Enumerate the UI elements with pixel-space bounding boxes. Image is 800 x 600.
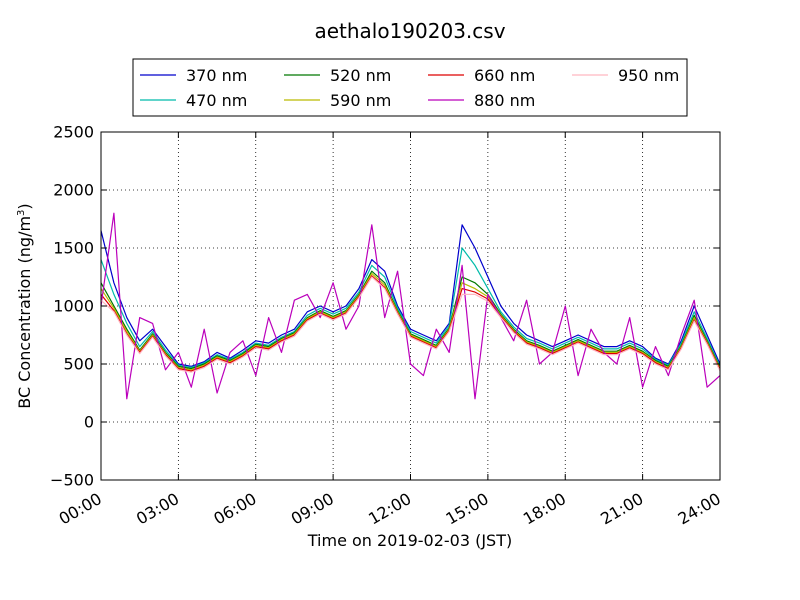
legend-label: 660 nm [474,66,535,85]
x-tick-label: 21:00 [597,489,646,529]
legend-label: 370 nm [186,66,247,85]
y-tick-label: 2500 [53,123,94,142]
x-tick-label: 18:00 [520,489,569,529]
y-tick-label: 1500 [53,239,94,258]
y-tick-label: −500 [50,471,94,490]
x-axis-label: Time on 2019-02-03 (JST) [307,531,512,550]
series-lines [100,212,721,400]
legend-label: 470 nm [186,91,247,110]
legend: 370 nm 470 nm 520 nm 590 nm 660 nm 880 nm 950 … [132,58,688,117]
y-tick-label: 500 [63,355,94,374]
legend-label: 520 nm [330,66,391,85]
y-axis-ticks: −500 0 500 1000 1500 2000 2500 [50,123,720,490]
x-tick-label: 24:00 [675,489,724,529]
y-tick-label: 2000 [53,181,94,200]
series-line-880-nm [100,212,721,400]
legend-label: 880 nm [474,91,535,110]
legend-label: 590 nm [330,91,391,110]
x-tick-label: 15:00 [442,489,491,529]
y-axis-label: BC Concentration (ng/m3) [15,203,34,408]
plot-area [101,132,720,480]
y-axis-label-main: BC Concentration (ng/m [15,216,34,409]
y-tick-label: 1000 [53,297,94,316]
x-tick-label: 12:00 [365,489,414,529]
y-axis-label-superscript: 3 [16,210,27,216]
series-line-950-nm [100,276,721,373]
y-tick-label: 0 [84,413,94,432]
chart-title: aethalo190203.csv [314,19,505,43]
legend-items: 370 nm 470 nm 520 nm 590 nm 660 nm 880 nm 950 … [140,66,679,110]
y-axis-label-close: ) [15,203,34,209]
series-line-470-nm [100,247,721,369]
series-line-370-nm [100,224,721,367]
x-tick-label: 00:00 [56,489,105,529]
legend-box [132,58,688,117]
x-tick-label: 09:00 [288,489,337,529]
x-tick-label: 06:00 [210,489,259,529]
legend-label: 950 nm [618,66,679,85]
x-tick-label: 03:00 [133,489,182,529]
